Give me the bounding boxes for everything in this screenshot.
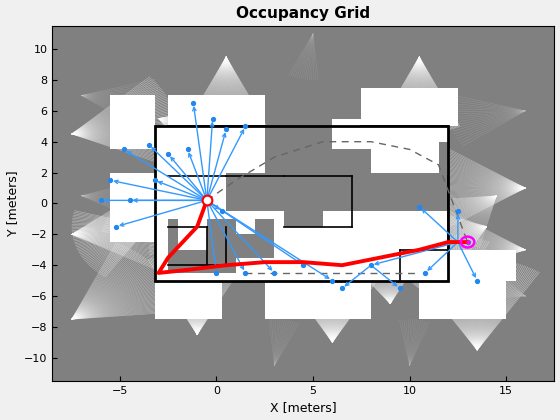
Title: Occupancy Grid: Occupancy Grid [236,5,371,21]
Bar [236,211,255,234]
Bar [284,196,323,227]
Y-axis label: Y [meters]: Y [meters] [6,171,18,236]
Bar [168,219,236,273]
Bar [110,173,155,242]
Bar [333,118,381,150]
Bar [226,126,265,173]
Bar [155,126,448,281]
Bar [448,250,516,281]
Bar [419,118,448,142]
Bar [226,219,274,257]
Bar [419,281,506,319]
X-axis label: X [meters]: X [meters] [270,402,337,415]
Bar [155,126,448,281]
Bar [110,95,155,150]
Bar [342,123,371,142]
Bar [284,122,333,150]
Bar [265,281,371,319]
Bar [226,126,265,157]
Bar [371,126,438,173]
Bar [197,157,226,211]
Bar [168,95,265,126]
Bar [226,126,448,211]
Bar [342,196,409,211]
Bar [178,219,207,250]
Bar [361,88,458,126]
Bar [155,281,222,319]
